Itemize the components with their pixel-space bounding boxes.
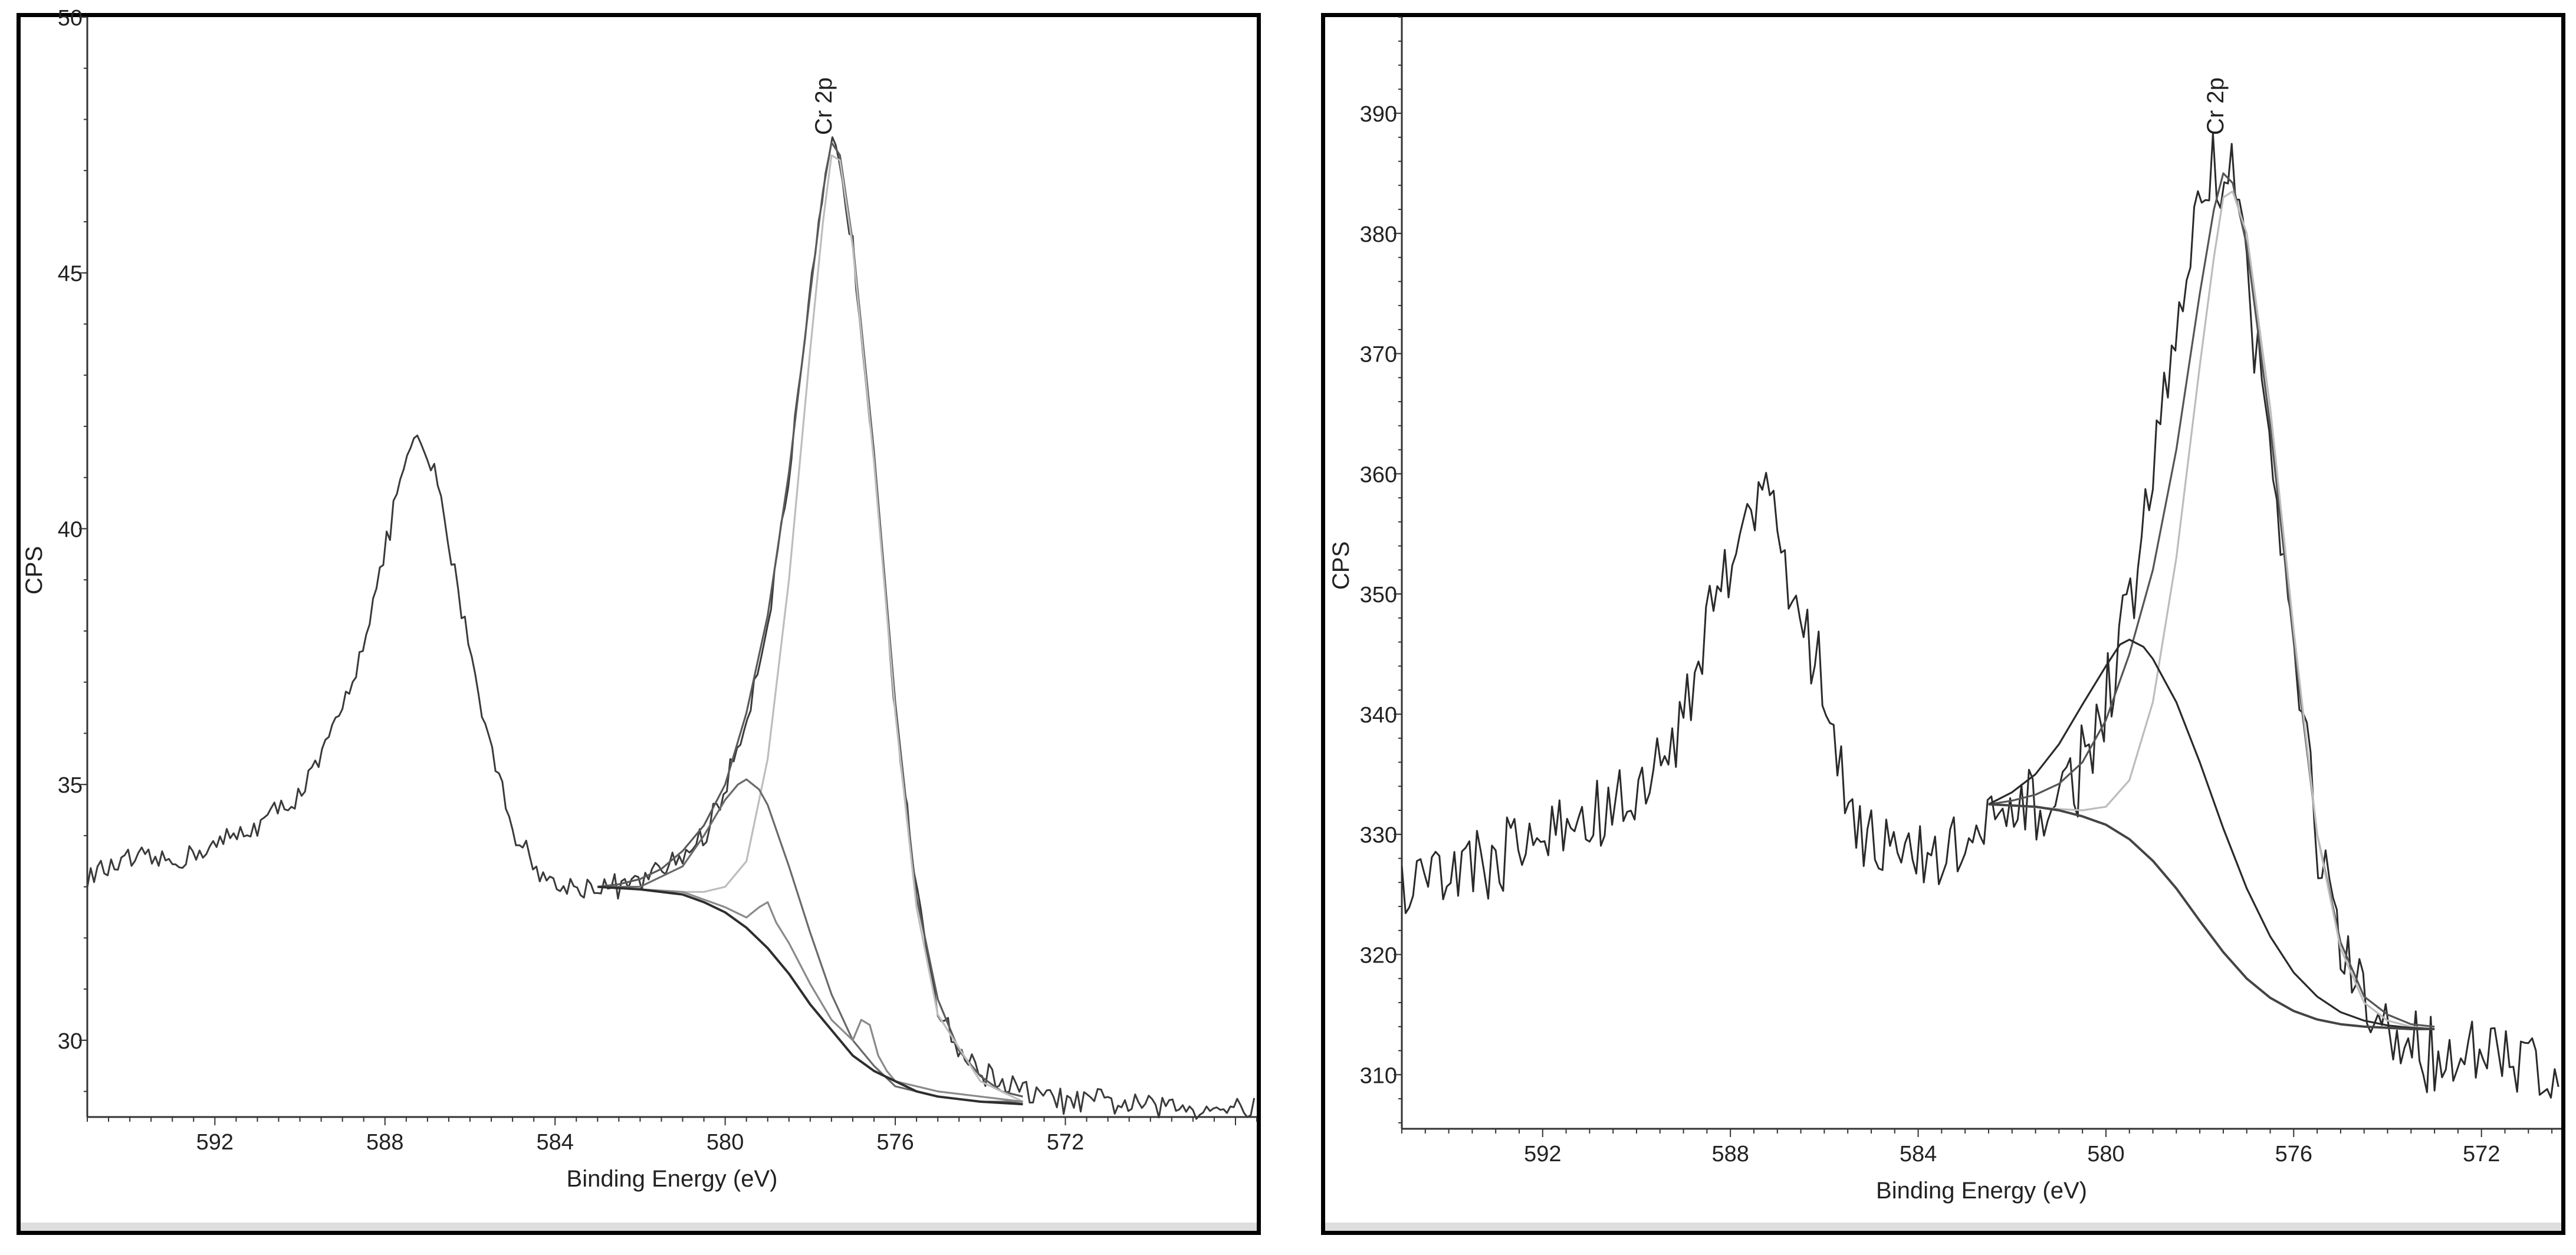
x-tick-label: 572 xyxy=(2463,1142,2500,1167)
x-tick-label: 592 xyxy=(196,1130,234,1155)
chart-panel-right: 592 588 584 580 576 572 310 320 330 340 350 360 370 3… xyxy=(1321,13,2565,1235)
chart-left: 592 588 584 580 576 572 30 35 40 45 50 Binding Ener… xyxy=(21,6,1257,1192)
y-tick-label: 30 xyxy=(58,1029,83,1054)
y-tick-label: 330 xyxy=(1360,823,1397,848)
series-background xyxy=(597,885,1023,1106)
series-component-1 xyxy=(1988,190,2435,1030)
y-axis-title: CPS xyxy=(1328,541,1354,590)
x-tick-label: 584 xyxy=(536,1130,573,1155)
x-tick-label: 580 xyxy=(707,1130,744,1155)
y-tick-label: 50 xyxy=(58,6,83,31)
chart-panel-left: 592 588 584 580 576 572 30 35 40 45 50 Binding Ener… xyxy=(17,6,1261,1235)
x-tick-label: 572 xyxy=(1047,1130,1084,1155)
y-tick-label: 380 xyxy=(1360,222,1397,247)
x-tick-label: 576 xyxy=(2275,1142,2312,1167)
y-tick-label: 390 xyxy=(1360,102,1397,127)
x-axis-title: Binding Energy (eV) xyxy=(567,1166,778,1192)
series-component-2 xyxy=(597,778,1023,1103)
peak-annotation: Cr 2p xyxy=(811,77,837,135)
y-tick-label: 310 xyxy=(1360,1063,1397,1088)
x-tick-label: 584 xyxy=(1900,1142,1937,1167)
x-tick-label: 592 xyxy=(1524,1142,1561,1167)
x-tick-label: 576 xyxy=(876,1130,914,1155)
y-tick-label: 35 xyxy=(58,773,83,798)
y-tick-label: 320 xyxy=(1360,944,1397,968)
x-tick-label: 580 xyxy=(2087,1142,2124,1167)
x-tick-label: 588 xyxy=(366,1130,403,1155)
y-tick-label: 45 xyxy=(58,262,83,287)
y-tick-label: 40 xyxy=(58,517,83,542)
series-component-2 xyxy=(1988,638,2435,1030)
panel-footer-strip xyxy=(1325,1223,2561,1231)
y-tick-label: 340 xyxy=(1360,703,1397,728)
series-spectrum xyxy=(1401,132,2559,1099)
y-tick-label: 370 xyxy=(1360,343,1397,367)
series-envelope xyxy=(597,141,1023,1098)
y-axis-title: CPS xyxy=(21,546,47,594)
panel-footer-strip xyxy=(21,1223,1257,1231)
series-envelope xyxy=(1988,172,2435,1028)
series-spectrum xyxy=(86,136,1256,1120)
chart-right: 592 588 584 580 576 572 310 320 330 340 350 360 370 3… xyxy=(1328,17,2561,1204)
series-background xyxy=(1988,803,2435,1030)
y-tick-label: 350 xyxy=(1360,583,1397,607)
y-tick-label: 360 xyxy=(1360,462,1397,487)
series-component-1 xyxy=(597,154,1024,1103)
peak-annotation: Cr 2p xyxy=(2203,77,2229,135)
x-tick-label: 588 xyxy=(1711,1142,1749,1167)
x-axis-title: Binding Energy (eV) xyxy=(1876,1178,2087,1204)
series-component-3 xyxy=(597,886,1023,1103)
